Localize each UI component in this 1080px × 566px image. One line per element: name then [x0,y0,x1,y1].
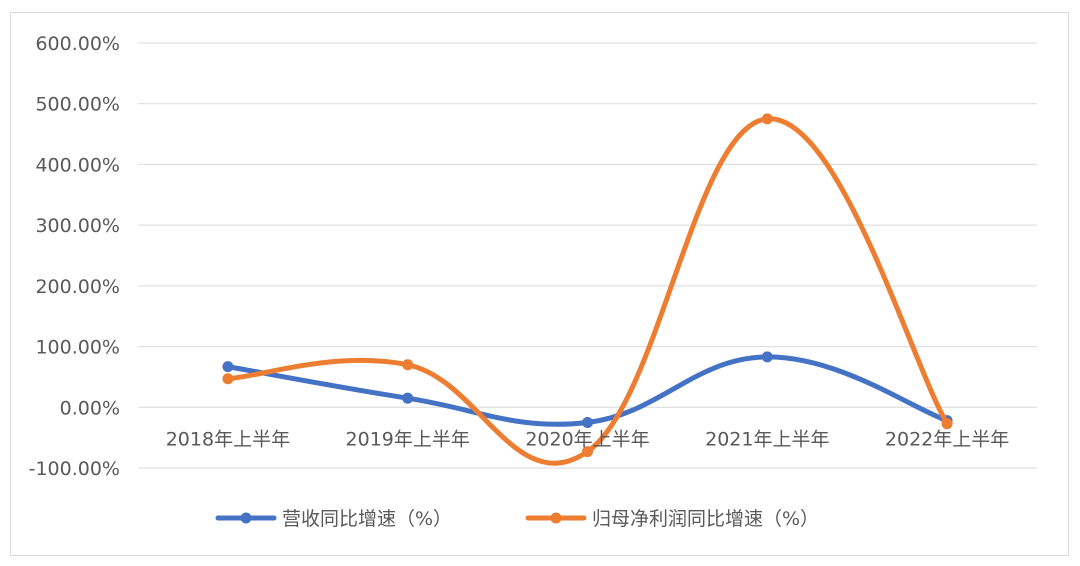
data-point [222,373,234,385]
x-tick-label: 2021年上半年 [705,428,829,450]
x-tick-label: 2019年上半年 [346,428,470,450]
legend-label: 营收同比增速（%） [282,508,452,530]
legend-item: 归母净利润同比增速（%） [525,508,819,530]
series-line-2 [225,116,950,466]
legend: 营收同比增速（%） 归母净利润同比增速（%） [215,508,819,530]
series-group [222,113,953,466]
data-point [761,113,773,125]
data-point [761,351,773,363]
x-axis: 2018年上半年 2019年上半年 2020年上半年 2021年上半年 2022年上半年 [166,428,1010,450]
x-tick-label: 2020年上半年 [525,428,649,450]
legend-swatch-marker [240,512,252,524]
gridlines [138,42,1037,469]
data-point [402,359,414,371]
y-tick-label: 0.00% [60,397,120,419]
data-point [582,416,593,428]
y-tick-label: 600.00% [35,33,120,55]
series-line-1 [225,354,950,427]
y-tick-label: 400.00% [35,154,120,176]
data-point [222,361,234,373]
data-point [402,392,414,404]
y-tick-label: 200.00% [35,276,120,298]
legend-item: 营收同比增速（%） [215,508,452,530]
y-axis: 600.00% 500.00% 400.00% 300.00% 200.00% 100.0… [29,33,120,480]
x-tick-label: 2018年上半年 [166,428,290,450]
legend-label: 归母净利润同比增速（%） [592,508,819,530]
y-tick-label: -100.00% [29,458,120,480]
y-tick-label: 100.00% [35,337,120,359]
x-tick-label: 2022年上半年 [885,428,1009,450]
y-tick-label: 300.00% [35,215,120,237]
legend-swatch-marker [550,512,562,524]
data-point [941,418,953,430]
data-point [582,446,593,458]
chart-frame [10,12,1069,556]
y-tick-label: 500.00% [35,94,120,116]
